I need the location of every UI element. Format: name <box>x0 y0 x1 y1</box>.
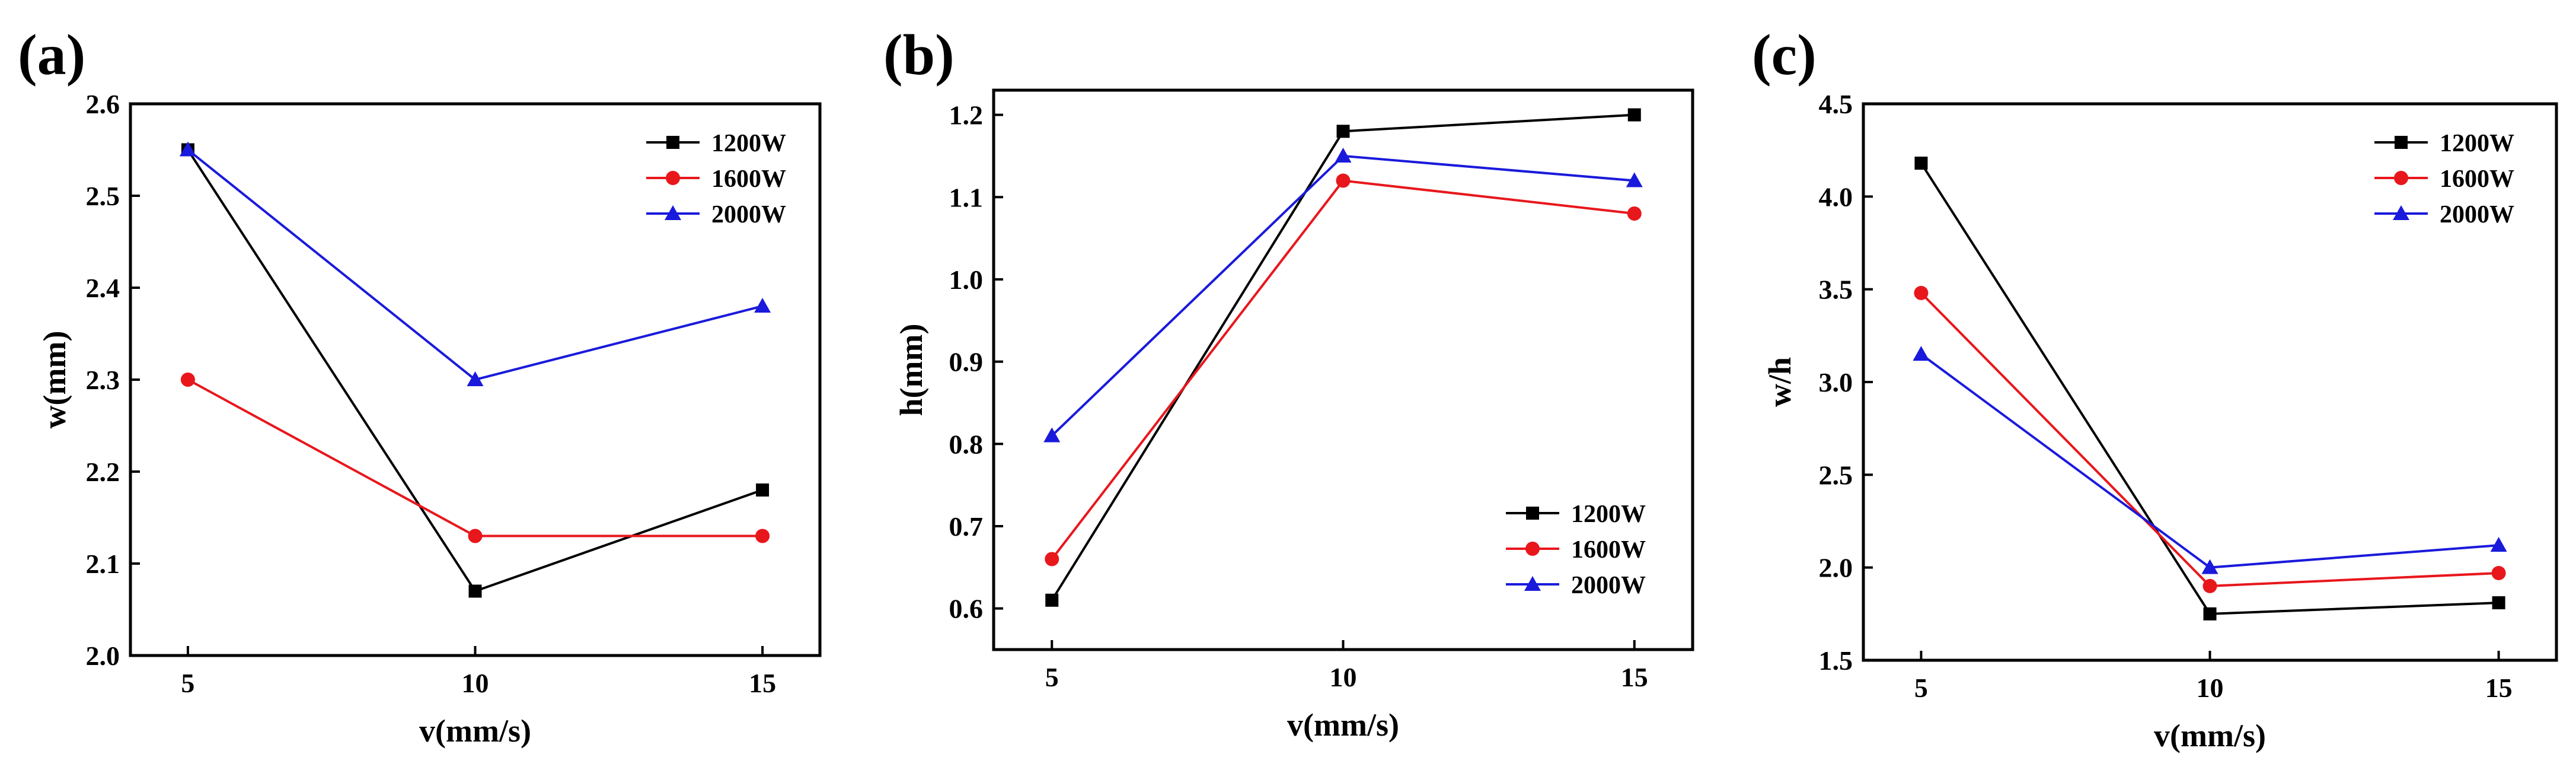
panel-label: (a) <box>18 23 85 87</box>
data-point-1200W <box>1045 593 1059 607</box>
x-tick-label: 10 <box>2197 673 2224 703</box>
y-axis-label: w(mm) <box>37 331 72 429</box>
data-point-1600W <box>468 529 483 543</box>
y-axis-label: w/h <box>1762 357 1798 407</box>
data-point-1200W <box>2492 596 2505 610</box>
y-tick-label: 2.4 <box>86 273 120 303</box>
y-tick-label: 0.7 <box>949 511 984 542</box>
data-point-1200W <box>1627 108 1641 122</box>
data-point-2000W <box>1626 172 1643 187</box>
data-point-1200W <box>468 584 482 598</box>
data-point-1600W <box>755 529 770 543</box>
data-point-1600W <box>1627 206 1642 221</box>
x-tick-label: 5 <box>181 668 194 698</box>
legend-marker <box>1524 576 1541 591</box>
x-axis-label: v(mm/s) <box>419 713 531 749</box>
x-tick-label: 10 <box>462 668 489 698</box>
x-tick-label: 5 <box>1045 662 1059 692</box>
y-tick-label: 3.0 <box>1819 367 1853 397</box>
data-point-2000W <box>1043 427 1061 443</box>
data-point-1200W <box>2203 607 2217 621</box>
data-point-2000W <box>1335 147 1352 163</box>
panel-label: (c) <box>1752 23 1817 87</box>
legend-label: 1200W <box>711 130 786 157</box>
x-tick-label: 5 <box>1914 673 1928 703</box>
y-tick-label: 0.8 <box>949 429 984 459</box>
y-tick-label: 0.9 <box>949 347 984 377</box>
y-tick-label: 4.5 <box>1819 89 1853 119</box>
y-tick-label: 2.2 <box>86 457 120 487</box>
legend-marker <box>1526 507 1539 520</box>
data-point-2000W <box>754 298 771 313</box>
data-point-1600W <box>1336 173 1351 188</box>
data-point-1200W <box>1914 157 1928 170</box>
legend-marker <box>1525 542 1540 556</box>
legend-label: 1200W <box>1571 501 1646 528</box>
legend-label: 2000W <box>2440 201 2514 228</box>
data-point-1600W <box>1914 285 1929 300</box>
legend-label: 1600W <box>711 166 786 193</box>
data-point-1600W <box>2202 578 2217 593</box>
y-tick-label: 1.2 <box>949 100 984 131</box>
data-point-1200W <box>756 483 770 497</box>
x-tick-label: 15 <box>2485 673 2513 703</box>
legend-label: 1600W <box>1571 536 1646 564</box>
x-tick-label: 15 <box>749 668 776 698</box>
y-tick-label: 4.0 <box>1819 182 1853 212</box>
y-tick-label: 2.3 <box>86 365 120 395</box>
data-point-1600W <box>2491 566 2506 581</box>
chart-panel-2: (b) 0.6 0.7 0.8 0.9 1.0 1.1 1.2 5 10 15 v(mm/s) h(mm… <box>883 23 1694 743</box>
data-point-1600W <box>1045 552 1059 567</box>
y-tick-label: 1.1 <box>949 182 984 212</box>
legend-marker <box>2395 136 2408 149</box>
legend-label: 1600W <box>2440 166 2514 193</box>
x-tick-label: 15 <box>1621 662 1648 692</box>
y-tick-label: 2.5 <box>1819 460 1853 490</box>
data-point-1600W <box>180 373 195 387</box>
x-tick-label: 10 <box>1330 662 1357 692</box>
y-tick-label: 2.1 <box>86 549 120 579</box>
y-tick-label: 2.6 <box>86 89 120 119</box>
x-axis-label: v(mm/s) <box>1287 707 1399 743</box>
legend-marker <box>666 171 680 185</box>
legend-label: 2000W <box>1571 572 1646 599</box>
data-point-2000W <box>179 141 196 157</box>
y-tick-label: 1.0 <box>949 265 984 295</box>
legend-label: 2000W <box>711 201 786 228</box>
y-tick-label: 2.0 <box>1819 553 1853 583</box>
x-axis-label: v(mm/s) <box>2154 718 2266 753</box>
legend-marker <box>2394 171 2408 185</box>
legend-marker <box>666 136 679 149</box>
legend-marker <box>665 205 681 220</box>
panel-label: (b) <box>883 23 955 87</box>
data-point-2000W <box>2201 559 2219 574</box>
data-point-1200W <box>1336 125 1350 138</box>
y-tick-label: 1.5 <box>1819 645 1853 676</box>
chart-panel-3: (c) 1.5 2.0 2.5 3.0 3.5 4.0 4.5 5 10 15 v(mm/s) w/h 1… <box>1752 23 2558 753</box>
data-point-2000W <box>467 371 484 386</box>
y-tick-label: 3.5 <box>1819 275 1853 305</box>
y-tick-label: 2.0 <box>86 641 120 671</box>
data-point-2000W <box>2490 537 2507 552</box>
chart-panel-1: (a) 2.0 2.1 2.2 2.3 2.4 2.5 2.6 5 10 15 v(mm/s) w(mm… <box>18 23 822 749</box>
legend-marker <box>2393 205 2409 220</box>
y-tick-label: 2.5 <box>86 181 120 211</box>
legend-label: 1200W <box>2440 130 2514 157</box>
y-tick-label: 0.6 <box>949 594 984 624</box>
y-axis-label: h(mm) <box>893 324 929 416</box>
data-point-2000W <box>1913 346 1930 361</box>
